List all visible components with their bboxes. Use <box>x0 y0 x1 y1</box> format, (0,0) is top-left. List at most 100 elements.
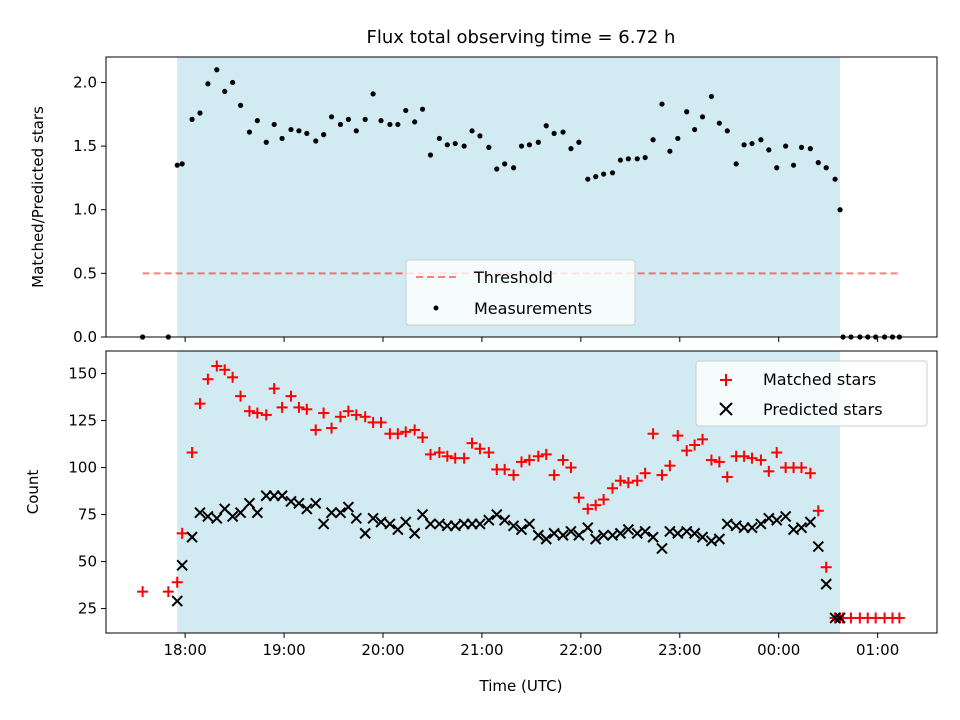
predicted-star-point <box>829 612 841 624</box>
predicted-star-point <box>820 578 832 590</box>
legend-measurements-swatch <box>433 305 439 311</box>
predicted-star-point <box>834 612 846 624</box>
predicted-star-point <box>771 514 783 526</box>
measurement-point <box>593 174 599 180</box>
measurement-point <box>444 142 450 148</box>
matched-star-point <box>705 454 717 466</box>
matched-star-point <box>227 371 239 383</box>
measurement-point <box>288 126 294 133</box>
matched-star-point <box>499 463 511 475</box>
legend-predicted-label: Predicted stars <box>763 400 883 419</box>
matched-star-point <box>219 364 231 376</box>
predicted-star-point <box>647 531 659 543</box>
measurement-points <box>140 67 903 340</box>
matched-star-point <box>441 450 453 462</box>
ratio-x-axis-ticks <box>184 337 879 342</box>
matched-star-point <box>523 454 535 466</box>
ratio-legend: Threshold Measurements <box>405 259 636 326</box>
measurement-point <box>452 140 458 147</box>
matched-star-point <box>342 405 354 417</box>
y-tick-label: 50 <box>78 553 97 571</box>
matched-star-point <box>176 527 188 539</box>
predicted-star-point <box>614 527 627 540</box>
ratio-legend-box <box>405 259 636 326</box>
matched-star-point <box>350 409 362 421</box>
measurement-point <box>387 121 393 128</box>
count-x-axis-ticks: 18:00 19:00 20:00 21:00 22:00 23:00 00:00 01:00 <box>164 633 899 659</box>
measurement-point <box>526 142 533 148</box>
matched-star-point <box>540 448 552 460</box>
predicted-star-point <box>779 510 792 523</box>
measurement-point <box>469 128 475 134</box>
predicted-star-point <box>565 525 577 538</box>
ratio-y-axis-ticks: 0.0 0.5 1.0 1.5 2.0 <box>73 73 106 346</box>
matched-star-point <box>672 430 684 442</box>
matched-star-point <box>483 447 495 459</box>
ratio-panel-frame <box>105 56 938 338</box>
measurement-point <box>741 142 747 148</box>
matched-star-point <box>194 398 206 410</box>
matched-star-point <box>375 416 387 428</box>
measurement-point <box>254 118 260 124</box>
x-tick-label: 00:00 <box>757 641 800 659</box>
matched-star-point <box>466 437 478 449</box>
measurement-point <box>337 121 344 128</box>
predicted-star-point <box>507 520 520 532</box>
matched-star-point <box>598 494 610 506</box>
measurement-point <box>617 157 624 163</box>
matched-star-point <box>532 450 544 462</box>
x-tick-label: 22:00 <box>559 641 602 659</box>
measurement-point <box>518 143 525 149</box>
predicted-star-point <box>812 540 824 553</box>
legend-measurements-label: Measurements <box>474 299 592 318</box>
matched-star-point <box>202 373 214 385</box>
predicted-star-point <box>746 522 758 534</box>
measurement-point <box>296 128 302 134</box>
predicted-star-point <box>367 512 379 525</box>
matched-star-point <box>424 448 436 460</box>
matched-star-point <box>268 383 280 395</box>
legend-matched-label: Matched stars <box>763 370 876 389</box>
matched-star-point <box>186 447 198 459</box>
legend-predicted-swatch <box>719 402 733 416</box>
measurement-point <box>370 91 376 97</box>
matched-star-point <box>162 586 174 598</box>
matched-star-point <box>251 407 263 419</box>
predicted-star-point <box>755 518 767 530</box>
measurement-point <box>798 144 805 150</box>
matched-star-point <box>639 467 651 479</box>
predicted-star-point <box>176 559 188 572</box>
predicted-star-point <box>293 497 305 509</box>
measurement-point <box>733 161 739 167</box>
matched-star-point <box>508 469 520 481</box>
matched-star-point <box>582 503 594 515</box>
matched-star-point <box>334 411 346 423</box>
predicted-star-point <box>696 531 709 543</box>
measurement-point <box>749 140 755 147</box>
measurement-point <box>197 110 203 116</box>
measurement-point <box>230 79 236 86</box>
predicted-star-point <box>491 508 503 521</box>
predicted-star-point <box>334 506 347 519</box>
measurement-point <box>837 207 843 213</box>
matched-stars-points <box>137 360 905 624</box>
predicted-star-point <box>251 506 264 519</box>
measurement-point <box>205 81 211 87</box>
predicted-star-point <box>721 518 733 530</box>
matched-star-point <box>211 360 223 372</box>
predicted-star-point <box>350 512 362 525</box>
measurement-point <box>634 156 640 162</box>
measurement-point <box>412 119 418 125</box>
measurement-point <box>576 139 582 145</box>
predicted-stars-points <box>171 490 846 624</box>
measurement-point <box>362 116 368 122</box>
y-tick-label: 0.5 <box>73 264 97 282</box>
matched-star-point <box>301 403 313 415</box>
matched-star-point <box>392 428 404 440</box>
y-tick-label: 100 <box>68 459 97 477</box>
measurement-point <box>353 128 359 134</box>
measurement-point <box>304 130 310 136</box>
measurement-point <box>179 161 185 167</box>
measurement-point <box>486 144 492 150</box>
measurement-point <box>510 165 517 171</box>
